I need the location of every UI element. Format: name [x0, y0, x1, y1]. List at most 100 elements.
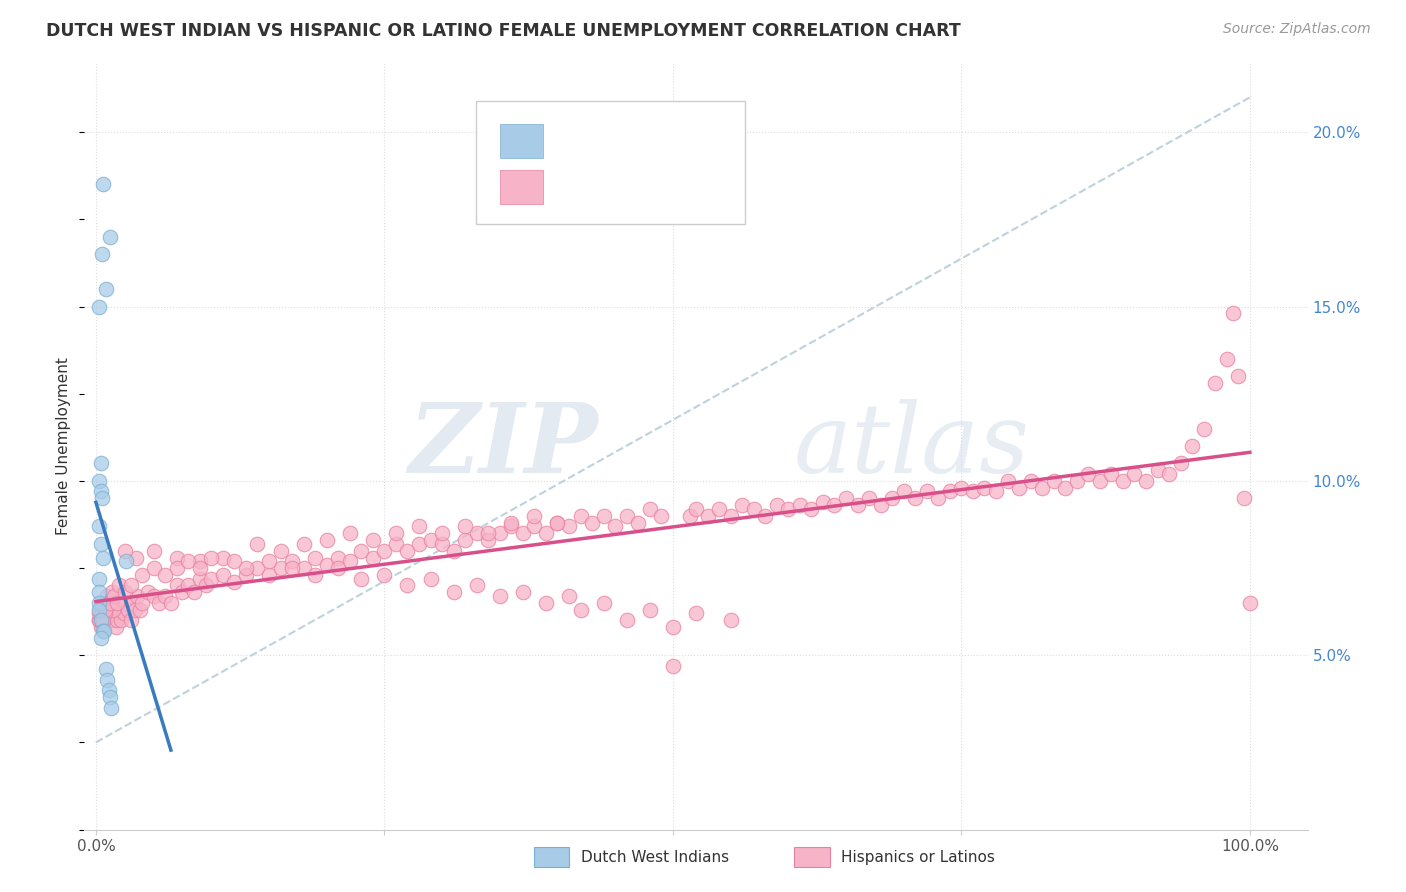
Point [153, 568, 176, 582]
Point [108, 603, 131, 617]
Point [183, 585, 205, 599]
Point [685, 607, 707, 621]
Text: R =: R = [555, 181, 583, 196]
Point [915, 484, 938, 499]
Point [124, 603, 146, 617]
Point [103, 589, 125, 603]
Point [89, 572, 111, 586]
Text: 0.723: 0.723 [598, 181, 647, 196]
Point [136, 585, 159, 599]
Point [1135, 474, 1157, 488]
Point [98, 229, 121, 244]
Point [142, 543, 165, 558]
Point [89, 300, 111, 314]
Point [962, 484, 984, 499]
Point [419, 533, 441, 548]
Point [89, 536, 111, 550]
Point [200, 572, 222, 586]
Point [270, 561, 292, 575]
Point [172, 585, 194, 599]
Point [778, 501, 800, 516]
Point [373, 568, 395, 582]
Point [90, 613, 112, 627]
Point [166, 578, 188, 592]
Point [882, 491, 904, 506]
Point [512, 526, 534, 541]
Point [153, 589, 176, 603]
Point [120, 578, 142, 592]
Point [1008, 481, 1031, 495]
Point [592, 596, 614, 610]
Point [97, 683, 120, 698]
Point [188, 561, 211, 575]
Point [385, 536, 408, 550]
Point [98, 596, 121, 610]
Point [558, 519, 581, 533]
Point [200, 550, 222, 565]
FancyBboxPatch shape [501, 124, 543, 158]
Point [281, 561, 304, 575]
Point [1159, 467, 1181, 481]
Text: Dutch West Indians: Dutch West Indians [581, 850, 728, 864]
Point [98, 613, 121, 627]
Point [997, 474, 1019, 488]
Point [454, 533, 477, 548]
Point [328, 550, 350, 565]
Point [373, 543, 395, 558]
Point [97, 603, 120, 617]
Point [142, 561, 165, 575]
Point [1216, 351, 1239, 366]
Point [1222, 306, 1244, 320]
Point [89, 585, 111, 599]
Point [1112, 474, 1135, 488]
Point [1239, 596, 1261, 610]
Point [224, 574, 246, 589]
Point [927, 491, 949, 506]
Point [465, 526, 488, 541]
Point [835, 491, 858, 506]
Point [94, 603, 117, 617]
Point [89, 596, 111, 610]
Point [89, 603, 111, 617]
Point [115, 554, 138, 568]
Point [89, 484, 111, 499]
Point [194, 578, 217, 592]
Point [177, 578, 200, 592]
Point [89, 631, 111, 645]
Point [96, 662, 118, 676]
Point [523, 519, 546, 533]
Point [108, 578, 131, 592]
Point [89, 474, 111, 488]
Point [811, 495, 834, 509]
Point [94, 613, 117, 627]
Point [110, 613, 132, 627]
Point [128, 603, 150, 617]
Point [396, 543, 419, 558]
Point [90, 491, 112, 506]
Point [114, 543, 136, 558]
Point [638, 603, 661, 617]
Point [89, 607, 111, 621]
Point [1227, 369, 1250, 384]
Point [103, 613, 125, 627]
Point [114, 585, 136, 599]
Point [361, 550, 384, 565]
Point [131, 596, 153, 610]
Point [89, 620, 111, 634]
Point [430, 536, 453, 550]
Point [696, 508, 718, 523]
Point [904, 491, 927, 506]
Point [501, 516, 523, 530]
Point [765, 498, 787, 512]
Point [488, 526, 510, 541]
Point [103, 603, 125, 617]
Point [91, 613, 114, 627]
Point [188, 554, 211, 568]
Point [742, 501, 765, 516]
Point [454, 519, 477, 533]
Point [328, 561, 350, 575]
Point [396, 578, 419, 592]
Point [120, 613, 142, 627]
Point [846, 498, 869, 512]
Point [1123, 467, 1146, 481]
